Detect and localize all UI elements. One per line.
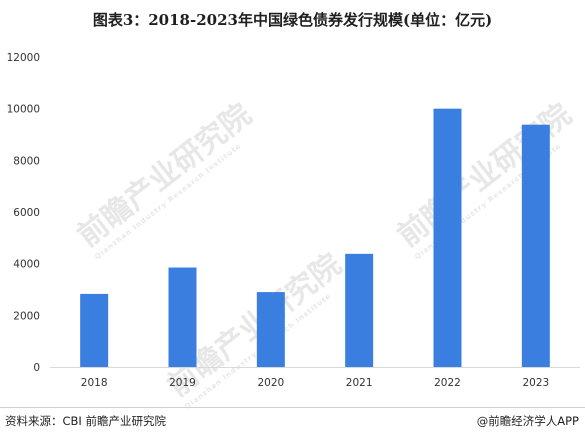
bar-chart: 12000 10000 8000 6000 4000 2000 0 2018 2019 2020 2…: [7, 52, 580, 389]
y-tick-label: 12000: [7, 52, 40, 64]
y-tick-label: 4000: [13, 259, 40, 271]
y-tick-label: 0: [33, 362, 40, 374]
y-tick-label: 10000: [7, 104, 40, 116]
bar-2019: [168, 267, 197, 367]
bar-2021: [345, 253, 374, 367]
y-tick-label: 6000: [13, 207, 40, 219]
bar-2023: [521, 124, 550, 367]
brand-credit: @前瞻经济学人APP: [476, 414, 579, 428]
x-tick-label: 2022: [434, 377, 461, 389]
chart-title: 图表3：2018-2023年中国绿色债券发行规模(单位：亿元): [92, 11, 493, 29]
x-tick-label: 2020: [257, 377, 284, 389]
y-tick-label: 8000: [13, 155, 40, 167]
source-note: 资料来源：CBI 前瞻产业研究院: [5, 414, 166, 428]
bar-2018: [80, 293, 109, 367]
bar-2022: [433, 108, 462, 368]
footer: 资料来源：CBI 前瞻产业研究院 @前瞻经济学人APP: [0, 407, 585, 439]
bar-2020: [256, 292, 285, 367]
x-tick-label: 2021: [346, 377, 373, 389]
x-tick-label: 2018: [81, 377, 108, 389]
x-tick-label: 2023: [522, 377, 549, 389]
y-tick-label: 2000: [13, 310, 40, 322]
x-tick-label: 2019: [169, 377, 196, 389]
